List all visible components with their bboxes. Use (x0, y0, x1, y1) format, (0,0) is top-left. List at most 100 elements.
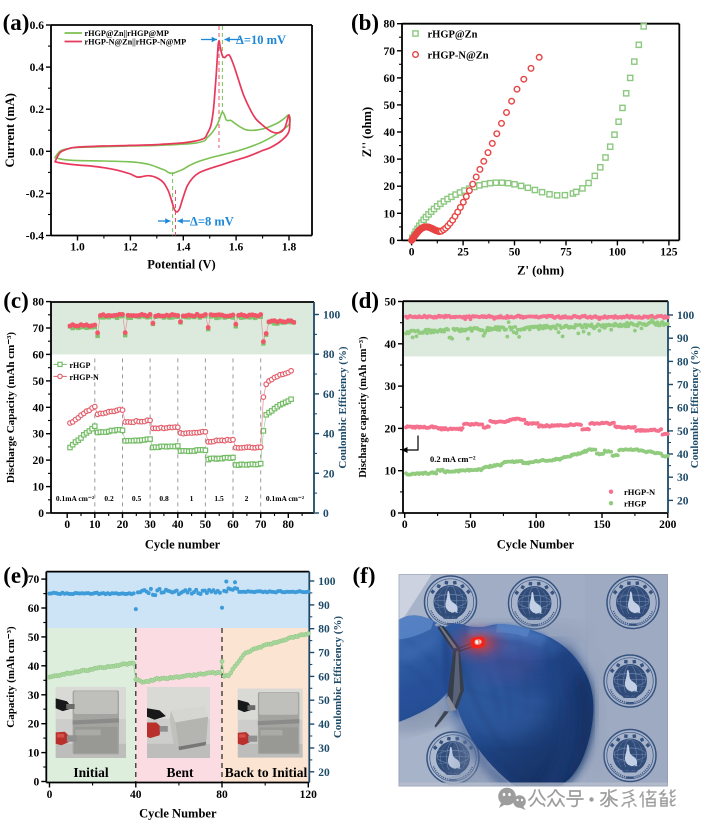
svg-text:25: 25 (457, 246, 469, 258)
svg-text:20: 20 (385, 423, 397, 435)
svg-text:20: 20 (318, 767, 330, 779)
svg-text:10: 10 (89, 519, 101, 531)
svg-text:70: 70 (384, 46, 396, 58)
svg-text:rHGP: rHGP (70, 361, 91, 370)
svg-text:20: 20 (323, 468, 335, 480)
svg-text:70: 70 (28, 574, 40, 586)
svg-text:0.2 mA cm⁻²: 0.2 mA cm⁻² (430, 454, 476, 464)
svg-text:Discharge capacity (mAh cm⁻³): Discharge capacity (mAh cm⁻³) (358, 336, 369, 478)
svg-text:0: 0 (409, 246, 415, 258)
svg-text:(d): (d) (351, 288, 379, 313)
svg-text:0.2: 0.2 (104, 494, 114, 503)
svg-text:1.5: 1.5 (214, 494, 224, 503)
svg-text:30: 30 (28, 690, 40, 702)
svg-text:Δ=10 mV: Δ=10 mV (236, 33, 286, 47)
svg-text:rHGP@Zn||rHGP@MP: rHGP@Zn||rHGP@MP (85, 29, 169, 38)
svg-text:75: 75 (560, 246, 572, 258)
svg-text:70: 70 (677, 380, 689, 392)
svg-text:10: 10 (28, 748, 40, 760)
svg-text:70: 70 (255, 519, 267, 531)
svg-text:40: 40 (384, 127, 396, 139)
svg-text:50: 50 (200, 519, 212, 531)
svg-text:60: 60 (33, 349, 45, 361)
svg-text:rHGP: rHGP (624, 499, 646, 509)
svg-text:0: 0 (38, 508, 44, 520)
svg-text:80: 80 (323, 349, 335, 361)
svg-text:Back to Initial: Back to Initial (225, 765, 308, 780)
svg-text:rHGP-N@Zn||rHGP-N@MP: rHGP-N@Zn||rHGP-N@MP (85, 38, 187, 47)
svg-text:100: 100 (609, 246, 627, 258)
svg-text:20: 20 (117, 519, 129, 531)
svg-text:20: 20 (33, 455, 45, 467)
svg-text:10: 10 (384, 208, 396, 220)
svg-text:Coulombic Efficiency (%): Coulombic Efficiency (%) (689, 346, 701, 469)
svg-text:(c): (c) (3, 288, 29, 313)
svg-text:90: 90 (318, 600, 330, 612)
svg-text:(e): (e) (3, 563, 29, 588)
svg-text:Cycle Number: Cycle Number (139, 807, 217, 821)
svg-text:0: 0 (323, 508, 329, 520)
svg-text:200: 200 (659, 519, 677, 531)
svg-text:70: 70 (33, 323, 45, 335)
svg-text:30: 30 (144, 519, 156, 531)
svg-text:60: 60 (384, 73, 396, 85)
svg-text:80: 80 (677, 356, 689, 368)
svg-text:Δ=8 mV: Δ=8 mV (190, 215, 234, 229)
svg-text:0: 0 (34, 777, 40, 789)
svg-text:20: 20 (677, 495, 689, 507)
svg-text:2: 2 (245, 494, 249, 503)
svg-text:120: 120 (300, 789, 318, 801)
svg-text:30: 30 (385, 381, 397, 393)
svg-text:80: 80 (283, 519, 295, 531)
svg-text:80: 80 (384, 19, 396, 31)
svg-text:40: 40 (318, 719, 330, 731)
svg-text:Current (mA): Current (mA) (3, 93, 17, 167)
svg-text:60: 60 (227, 519, 239, 531)
svg-text:0: 0 (389, 235, 395, 247)
svg-text:80: 80 (216, 789, 228, 801)
svg-text:40: 40 (677, 449, 689, 461)
svg-text:50: 50 (509, 246, 521, 258)
svg-text:Potential (V): Potential (V) (147, 258, 215, 272)
svg-text:40: 40 (323, 429, 335, 441)
svg-text:125: 125 (660, 246, 678, 258)
svg-text:(f): (f) (353, 563, 376, 588)
svg-text:Cycle number: Cycle number (145, 538, 221, 552)
svg-text:0.8: 0.8 (159, 494, 169, 503)
svg-text:0.5: 0.5 (132, 494, 142, 503)
svg-text:30: 30 (318, 743, 330, 755)
svg-text:0: 0 (390, 508, 396, 520)
svg-text:60: 60 (28, 603, 40, 615)
svg-text:60: 60 (677, 403, 689, 415)
svg-text:20: 20 (28, 719, 40, 731)
svg-text:40: 40 (28, 661, 40, 673)
svg-text:50: 50 (385, 297, 397, 309)
svg-text:50: 50 (28, 632, 40, 644)
svg-text:50: 50 (318, 695, 330, 707)
svg-text:1.2: 1.2 (123, 242, 138, 254)
svg-text:0.6: 0.6 (30, 20, 45, 32)
svg-text:1.4: 1.4 (176, 242, 191, 254)
svg-text:10: 10 (33, 482, 45, 494)
svg-text:50: 50 (33, 376, 45, 388)
svg-text:40: 40 (130, 789, 142, 801)
svg-text:rHGP-N: rHGP-N (624, 487, 656, 497)
svg-text:rHGP-N@Zn: rHGP-N@Zn (428, 51, 489, 62)
svg-text:70: 70 (318, 648, 330, 660)
svg-text:30: 30 (677, 472, 689, 484)
svg-text:-0.2: -0.2 (26, 188, 44, 200)
svg-text:20: 20 (384, 181, 396, 193)
svg-text:100: 100 (318, 576, 336, 588)
svg-text:50: 50 (677, 426, 689, 438)
svg-text:0.1mA cm⁻²: 0.1mA cm⁻² (56, 494, 95, 503)
svg-text:50: 50 (465, 519, 477, 531)
svg-text:(b): (b) (351, 10, 379, 35)
svg-text:0.1mA cm⁻²: 0.1mA cm⁻² (266, 494, 305, 503)
svg-text:40: 40 (172, 519, 184, 531)
svg-text:0.4: 0.4 (30, 62, 45, 74)
svg-text:60: 60 (318, 671, 330, 683)
svg-text:100: 100 (323, 310, 341, 322)
svg-text:Capacity (mAh cm⁻³): Capacity (mAh cm⁻³) (5, 626, 17, 728)
svg-text:Cycle Number: Cycle Number (497, 538, 575, 552)
svg-text:10: 10 (385, 466, 397, 478)
